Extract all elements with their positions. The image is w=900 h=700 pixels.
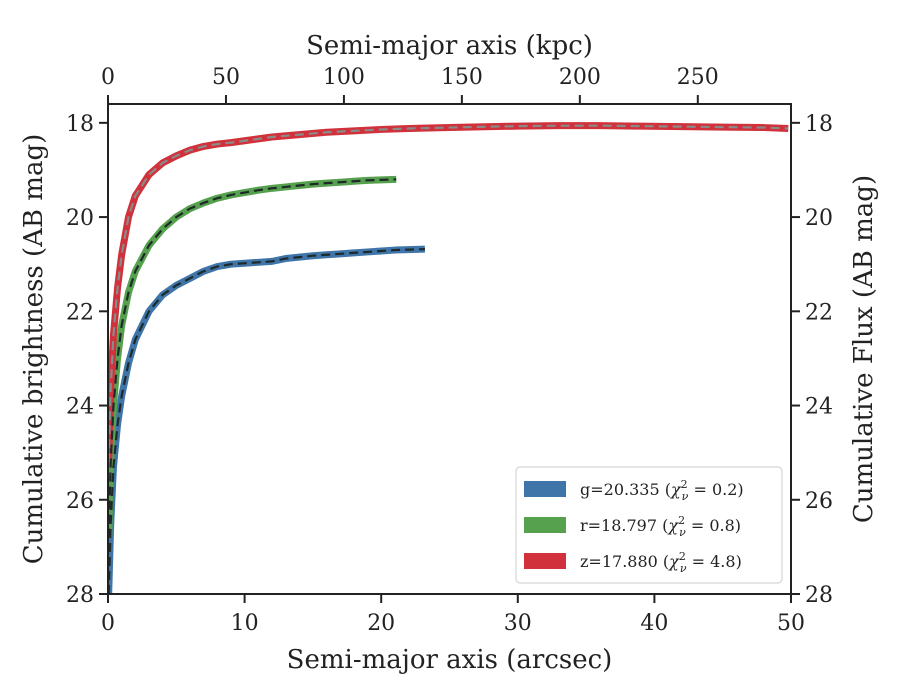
x-axis-title: Semi-major axis (arcsec) bbox=[287, 645, 613, 675]
x-tick-label-5: 50 bbox=[777, 611, 805, 636]
y-right-tick-label-1: 20 bbox=[805, 206, 833, 231]
y-right-axis-title: Cumulative Flux (AB mag) bbox=[849, 175, 879, 523]
legend-chi-0: χ bbox=[670, 480, 682, 499]
legend-label-main-2: z=17.880 ( bbox=[580, 552, 669, 571]
y-tick-label-1: 20 bbox=[66, 206, 94, 231]
series-band-1 bbox=[108, 175, 397, 538]
legend-sub-1: ν bbox=[679, 526, 686, 539]
series-model-line-2 bbox=[108, 124, 789, 463]
legend-label-main-0: g=20.335 ( bbox=[580, 480, 671, 499]
x-tick-label-1: 10 bbox=[231, 611, 259, 636]
legend-swatch-2 bbox=[524, 553, 566, 569]
plot-frame bbox=[107, 103, 792, 595]
y-tick-label-4: 26 bbox=[66, 489, 94, 514]
x-top-axis-title: Semi-major axis (kpc) bbox=[306, 31, 593, 61]
x-tick-label-2: 20 bbox=[367, 611, 395, 636]
series-model-line-1 bbox=[108, 178, 397, 538]
series-band-0 bbox=[108, 245, 426, 594]
y-right-tick-label-3: 24 bbox=[805, 395, 833, 420]
legend-sup-0: 2 bbox=[681, 478, 688, 491]
y-right-tick-label-4: 26 bbox=[805, 489, 833, 514]
series-model-line-0 bbox=[108, 248, 425, 594]
legend-label-main-1: r=18.797 ( bbox=[580, 516, 668, 535]
y-tick-label-2: 22 bbox=[66, 300, 94, 325]
plot-area bbox=[108, 122, 789, 594]
legend-label-0: g=20.335 (χ2 ν = 0.2) bbox=[580, 478, 744, 503]
x-tick-label-4: 40 bbox=[640, 611, 668, 636]
x-top-tick-label-0: 0 bbox=[101, 65, 115, 90]
y-tick-label-3: 24 bbox=[66, 395, 94, 420]
legend-sub-0: ν bbox=[682, 490, 689, 503]
legend-chi-1: χ bbox=[667, 516, 679, 535]
legend-box bbox=[515, 466, 783, 584]
x-top-tick-label-3: 150 bbox=[441, 65, 483, 90]
y-tick-label-0: 18 bbox=[66, 112, 94, 137]
legend-sup-2: 2 bbox=[679, 550, 686, 563]
legend-chi-2: χ bbox=[668, 552, 680, 571]
legend-label-tail-2: = 4.8) bbox=[687, 552, 742, 571]
legend-label-1: r=18.797 (χ2 ν = 0.8) bbox=[580, 514, 741, 539]
y-tick-label-5: 28 bbox=[66, 583, 94, 608]
y-axis-title: Cumulative brightness (AB mag) bbox=[19, 134, 49, 565]
x-top-tick-label-4: 200 bbox=[559, 65, 601, 90]
legend-sup-1: 2 bbox=[678, 514, 685, 527]
y-right-tick-label-2: 22 bbox=[805, 300, 833, 325]
x-top-tick-label-5: 250 bbox=[677, 65, 719, 90]
legend-label-tail-1: = 0.8) bbox=[686, 516, 741, 535]
y-right-tick-label-5: 28 bbox=[805, 583, 833, 608]
legend-swatch-0 bbox=[524, 481, 566, 497]
series-band-2 bbox=[108, 122, 789, 463]
legend-label-2: z=17.880 (χ2 ν = 4.8) bbox=[580, 550, 742, 575]
legend-label-tail-0: = 0.2) bbox=[688, 480, 743, 499]
y-right-tick-label-0: 18 bbox=[805, 112, 833, 137]
legend: g=20.335 (χ2 ν = 0.2)r=18.797 (χ2 ν = 0.8)… bbox=[515, 466, 783, 584]
legend-swatch-1 bbox=[524, 517, 566, 533]
legend-sub-2: ν bbox=[680, 562, 687, 575]
x-top-tick-label-2: 100 bbox=[323, 65, 365, 90]
x-top-tick-label-1: 50 bbox=[212, 65, 240, 90]
x-tick-label-0: 0 bbox=[101, 611, 115, 636]
x-tick-label-3: 30 bbox=[504, 611, 532, 636]
